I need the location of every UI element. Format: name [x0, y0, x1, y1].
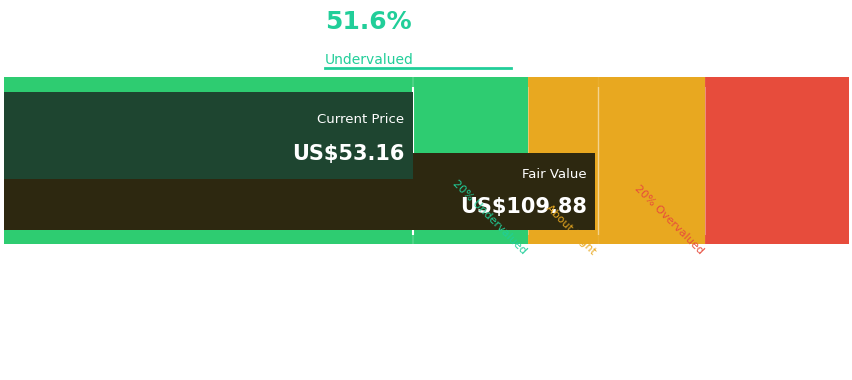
Text: 20% Undervalued: 20% Undervalued: [450, 179, 527, 256]
Text: Current Price: Current Price: [317, 113, 404, 126]
Bar: [527, 77, 597, 87]
Text: About Right: About Right: [544, 203, 597, 256]
Bar: [705, 235, 848, 244]
Bar: [4, 77, 412, 87]
Bar: [527, 235, 597, 244]
Bar: [412, 235, 527, 244]
Bar: [597, 77, 705, 244]
Text: Fair Value: Fair Value: [521, 168, 586, 181]
Bar: [705, 77, 848, 244]
Bar: [412, 77, 527, 87]
Text: Undervalued: Undervalued: [325, 53, 413, 67]
Text: 20% Overvalued: 20% Overvalued: [631, 184, 705, 256]
Bar: [412, 77, 527, 244]
Bar: [4, 77, 412, 244]
Text: US$53.16: US$53.16: [292, 144, 404, 164]
Bar: [4, 235, 412, 244]
Bar: [597, 77, 705, 87]
Bar: [4, 92, 412, 179]
Bar: [705, 77, 848, 87]
Bar: [527, 77, 597, 244]
Bar: [4, 154, 595, 230]
Text: 51.6%: 51.6%: [325, 10, 412, 34]
Bar: [597, 235, 705, 244]
Text: US$109.88: US$109.88: [459, 197, 586, 217]
